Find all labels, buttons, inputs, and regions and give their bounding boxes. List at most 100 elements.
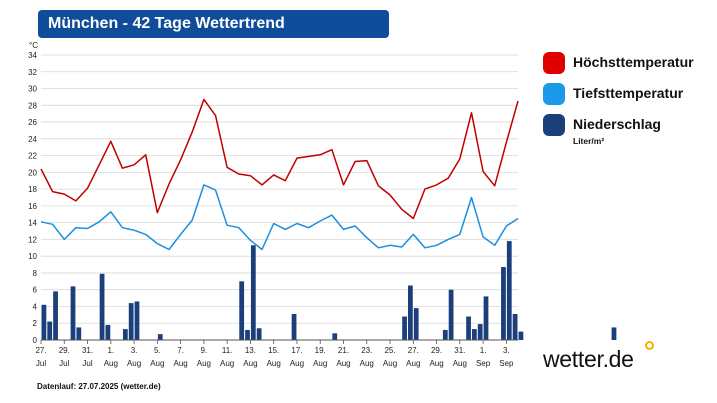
x-tick-month-label: Aug [406,359,420,368]
brand-dot-icon [645,341,654,350]
precipitation-bar [47,321,53,340]
x-tick-day-label: 9. [201,346,208,355]
legend-item-max-temp: Höchsttemperatur [541,50,711,82]
precipitation-bar [413,308,419,340]
x-tick-month-label: Aug [243,359,257,368]
x-tick-month-label: Aug [150,359,164,368]
precipitation-bar [512,314,518,340]
y-tick-label: 24 [28,135,37,144]
y-tick-label: 28 [28,101,37,110]
x-tick-day-label: 13. [245,346,256,355]
y-tick-label: 0 [33,336,38,345]
precipitation-bar [256,328,262,340]
x-tick-day-label: 21. [338,346,349,355]
legend-swatch-precipitation [543,114,565,136]
min-temp-line [40,184,519,251]
precipitation-bar [506,241,512,340]
legend-swatch-max-temp [543,52,565,74]
y-tick-label: 32 [28,68,37,77]
x-tick-day-label: 1. [107,346,114,355]
x-tick-month-label: Aug [360,359,374,368]
x-tick-month-label: Aug [267,359,281,368]
precipitation-bar [157,334,163,340]
footnote: Datenlauf: 27.07.2025 (wetter.de) [37,382,161,391]
x-tick-month-label: Jul [82,359,92,368]
legend-swatch-min-temp [543,83,565,105]
y-tick-label: 10 [28,252,37,261]
x-tick-day-label: 7. [177,346,184,355]
precipitation-bar [122,329,128,340]
x-tick-day-label: 19. [315,346,326,355]
x-axis: 27. Jul 29. Jul 31. Jul 1. Aug 3. Aug 5. Aug 7. Aug 9.… [35,339,518,368]
precipitation-bar [134,301,140,340]
y-tick-label: 14 [28,219,37,228]
y-tick-label: 22 [28,152,37,161]
precipitation-bar [442,329,448,340]
precipitation-bar [245,329,250,340]
legend-unit-precipitation: Liter/m² [573,136,605,146]
brand-logo: wetter.de [543,346,634,372]
x-tick-month-label: Sep [499,359,514,368]
precipitation-bar [483,296,489,340]
x-tick-month-label: Jul [59,359,69,368]
precipitation-bar [41,304,47,340]
x-tick-day-label: 31. [454,346,465,355]
y-tick-label: 6 [33,286,38,295]
precipitation-bar [471,329,477,340]
y-tick-label: 2 [33,319,38,328]
x-tick-day-label: 1. [480,346,487,355]
legend: Höchsttemperatur Tiefsttemperatur Nieder… [541,50,711,146]
x-tick-day-label: 15. [268,346,279,355]
y-tick-label: 8 [33,269,38,278]
x-tick-month-label: Aug [313,359,327,368]
x-tick-day-label: 29. [59,346,70,355]
x-tick-day-label: 31. [82,346,93,355]
legend-item-min-temp: Tiefsttemperatur [541,82,711,114]
y-tick-label: 34 [28,51,37,60]
precipitation-bar [501,267,506,340]
precipitation-bar [402,316,407,340]
y-tick-label: 4 [33,302,38,311]
legend-label-min-temp: Tiefsttemperatur [573,85,684,101]
precipitation-bar [105,324,111,340]
x-tick-month-label: Aug [220,359,234,368]
max-temp-line [40,98,519,220]
x-tick-month-label: Aug [429,359,443,368]
y-tick-label: 26 [28,118,37,127]
precipitation-bar [518,331,524,340]
precipitation-bar [466,316,471,340]
x-tick-day-label: 3. [503,346,510,355]
y-tick-label: 18 [28,185,37,194]
precipitation-bar [128,303,134,340]
precipitation-bar [250,245,256,340]
precipitation-bars [41,241,617,340]
precipitation-bar [239,281,245,340]
y-axis-unit-label: °C [29,41,38,50]
precipitation-bar [407,285,413,340]
y-tick-label: 16 [28,202,37,211]
y-tick-label: 20 [28,168,37,177]
x-tick-day-label: 23. [361,346,372,355]
x-tick-month-label: Aug [104,359,118,368]
precipitation-bar [332,333,338,340]
x-tick-month-label: Aug [127,359,141,368]
x-tick-day-label: 27. [35,346,46,355]
y-tick-label: 30 [28,85,37,94]
x-tick-day-label: 27. [408,346,419,355]
precipitation-bar [76,327,82,340]
legend-label-precipitation: Niederschlag [573,116,661,132]
precipitation-bar [448,289,454,340]
x-tick-month-label: Aug [453,359,467,368]
chart-title: München - 42 Tage Wettertrend [38,10,389,38]
x-tick-month-label: Aug [290,359,304,368]
grid-lines [41,54,518,341]
x-tick-day-label: 3. [131,346,138,355]
x-tick-month-label: Sep [476,359,491,368]
precipitation-bar [611,327,617,340]
legend-item-precipitation: Niederschlag Liter/m² [541,114,711,146]
precipitation-bar [291,314,297,340]
precipitation-bar [70,286,76,340]
x-tick-month-label: Aug [383,359,397,368]
legend-label-max-temp: Höchsttemperatur [573,54,694,70]
